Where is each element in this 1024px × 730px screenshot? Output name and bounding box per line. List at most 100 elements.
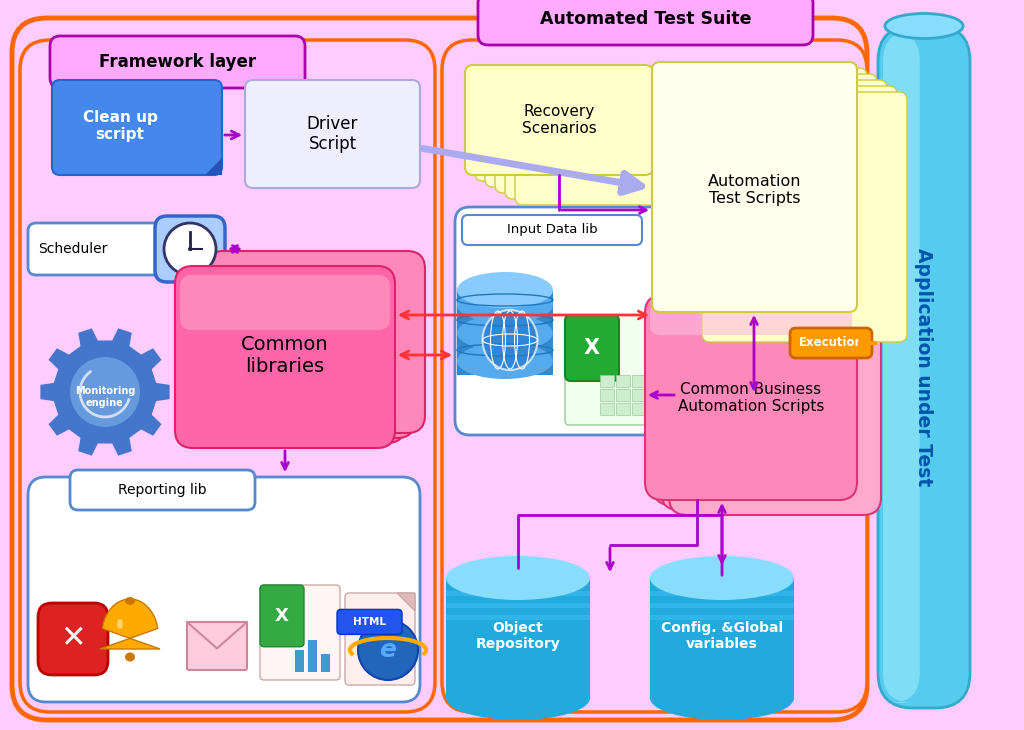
FancyBboxPatch shape	[669, 310, 881, 515]
FancyBboxPatch shape	[52, 80, 222, 175]
Ellipse shape	[457, 315, 553, 351]
Text: Reporting lib: Reporting lib	[118, 483, 207, 497]
Text: Recovery
Scenarios: Recovery Scenarios	[521, 104, 596, 137]
Text: ✕: ✕	[60, 624, 86, 653]
Text: Monitoring
engine: Monitoring engine	[75, 386, 135, 408]
FancyBboxPatch shape	[672, 74, 877, 324]
FancyBboxPatch shape	[245, 80, 420, 188]
Text: Automation
Test Scripts: Automation Test Scripts	[708, 174, 801, 206]
Polygon shape	[321, 654, 330, 672]
FancyBboxPatch shape	[185, 261, 406, 443]
Polygon shape	[600, 375, 614, 387]
Polygon shape	[100, 599, 160, 649]
Ellipse shape	[650, 556, 794, 600]
FancyBboxPatch shape	[662, 305, 873, 510]
FancyBboxPatch shape	[495, 83, 683, 193]
FancyBboxPatch shape	[20, 40, 435, 712]
Ellipse shape	[650, 676, 794, 720]
Polygon shape	[205, 158, 222, 175]
FancyBboxPatch shape	[702, 92, 907, 342]
Polygon shape	[650, 578, 794, 698]
Polygon shape	[632, 375, 646, 387]
Polygon shape	[632, 389, 646, 401]
FancyBboxPatch shape	[652, 62, 857, 312]
FancyBboxPatch shape	[455, 207, 677, 435]
FancyBboxPatch shape	[645, 295, 857, 500]
Text: Input Data lib: Input Data lib	[507, 223, 597, 237]
FancyBboxPatch shape	[28, 477, 420, 702]
FancyBboxPatch shape	[485, 77, 673, 187]
Ellipse shape	[67, 354, 143, 430]
Ellipse shape	[90, 377, 120, 407]
Ellipse shape	[125, 653, 135, 661]
Text: Common
libraries: Common libraries	[242, 334, 329, 375]
Text: Automated Test Suite: Automated Test Suite	[540, 10, 752, 28]
Polygon shape	[40, 328, 170, 456]
Ellipse shape	[482, 310, 538, 370]
Text: Common Business
Automation Scripts: Common Business Automation Scripts	[678, 382, 824, 414]
Polygon shape	[397, 593, 415, 611]
FancyBboxPatch shape	[462, 215, 642, 245]
FancyBboxPatch shape	[505, 89, 693, 199]
FancyBboxPatch shape	[790, 328, 872, 358]
Text: e: e	[380, 638, 396, 662]
FancyBboxPatch shape	[662, 68, 867, 318]
Text: Object
Repository: Object Repository	[475, 621, 560, 651]
Polygon shape	[650, 615, 794, 620]
Ellipse shape	[117, 619, 123, 629]
Polygon shape	[632, 403, 646, 415]
FancyBboxPatch shape	[12, 18, 867, 720]
Text: Clean up
script: Clean up script	[83, 110, 158, 142]
FancyBboxPatch shape	[345, 593, 415, 685]
Text: Execution: Execution	[799, 337, 863, 350]
FancyBboxPatch shape	[682, 80, 887, 330]
Ellipse shape	[446, 676, 590, 720]
Text: Scheduler: Scheduler	[38, 242, 108, 256]
FancyBboxPatch shape	[337, 610, 402, 634]
FancyBboxPatch shape	[180, 275, 390, 330]
FancyBboxPatch shape	[28, 223, 163, 275]
Polygon shape	[457, 290, 553, 375]
Ellipse shape	[358, 620, 418, 680]
Polygon shape	[600, 389, 614, 401]
Polygon shape	[308, 640, 317, 672]
Ellipse shape	[70, 357, 140, 427]
Text: Framework layer: Framework layer	[99, 53, 256, 71]
Text: HTML: HTML	[352, 618, 385, 628]
Text: Driver
Script: Driver Script	[307, 115, 358, 153]
FancyBboxPatch shape	[260, 585, 304, 647]
FancyBboxPatch shape	[260, 585, 340, 680]
FancyBboxPatch shape	[878, 26, 970, 708]
Ellipse shape	[188, 247, 193, 251]
Polygon shape	[295, 650, 304, 672]
Text: Config. &Global
variables: Config. &Global variables	[660, 621, 783, 651]
FancyBboxPatch shape	[195, 256, 415, 438]
Polygon shape	[616, 403, 630, 415]
Polygon shape	[650, 591, 794, 596]
FancyBboxPatch shape	[465, 65, 653, 175]
Polygon shape	[616, 375, 630, 387]
Text: X: X	[584, 338, 600, 358]
Text: X: X	[274, 607, 289, 626]
Ellipse shape	[457, 343, 553, 379]
FancyBboxPatch shape	[187, 622, 247, 670]
Ellipse shape	[446, 556, 590, 600]
FancyBboxPatch shape	[478, 0, 813, 45]
FancyBboxPatch shape	[565, 315, 618, 381]
FancyBboxPatch shape	[50, 36, 305, 88]
Ellipse shape	[125, 597, 135, 605]
FancyBboxPatch shape	[650, 303, 852, 335]
Polygon shape	[446, 591, 590, 596]
Polygon shape	[446, 603, 590, 608]
Polygon shape	[616, 389, 630, 401]
FancyBboxPatch shape	[692, 86, 897, 336]
FancyBboxPatch shape	[205, 251, 425, 433]
Ellipse shape	[457, 287, 553, 323]
FancyBboxPatch shape	[70, 470, 255, 510]
Ellipse shape	[457, 272, 553, 308]
FancyBboxPatch shape	[475, 71, 663, 181]
Polygon shape	[600, 403, 614, 415]
FancyBboxPatch shape	[175, 266, 395, 448]
Text: Application under Test: Application under Test	[914, 248, 934, 486]
FancyBboxPatch shape	[155, 216, 225, 282]
